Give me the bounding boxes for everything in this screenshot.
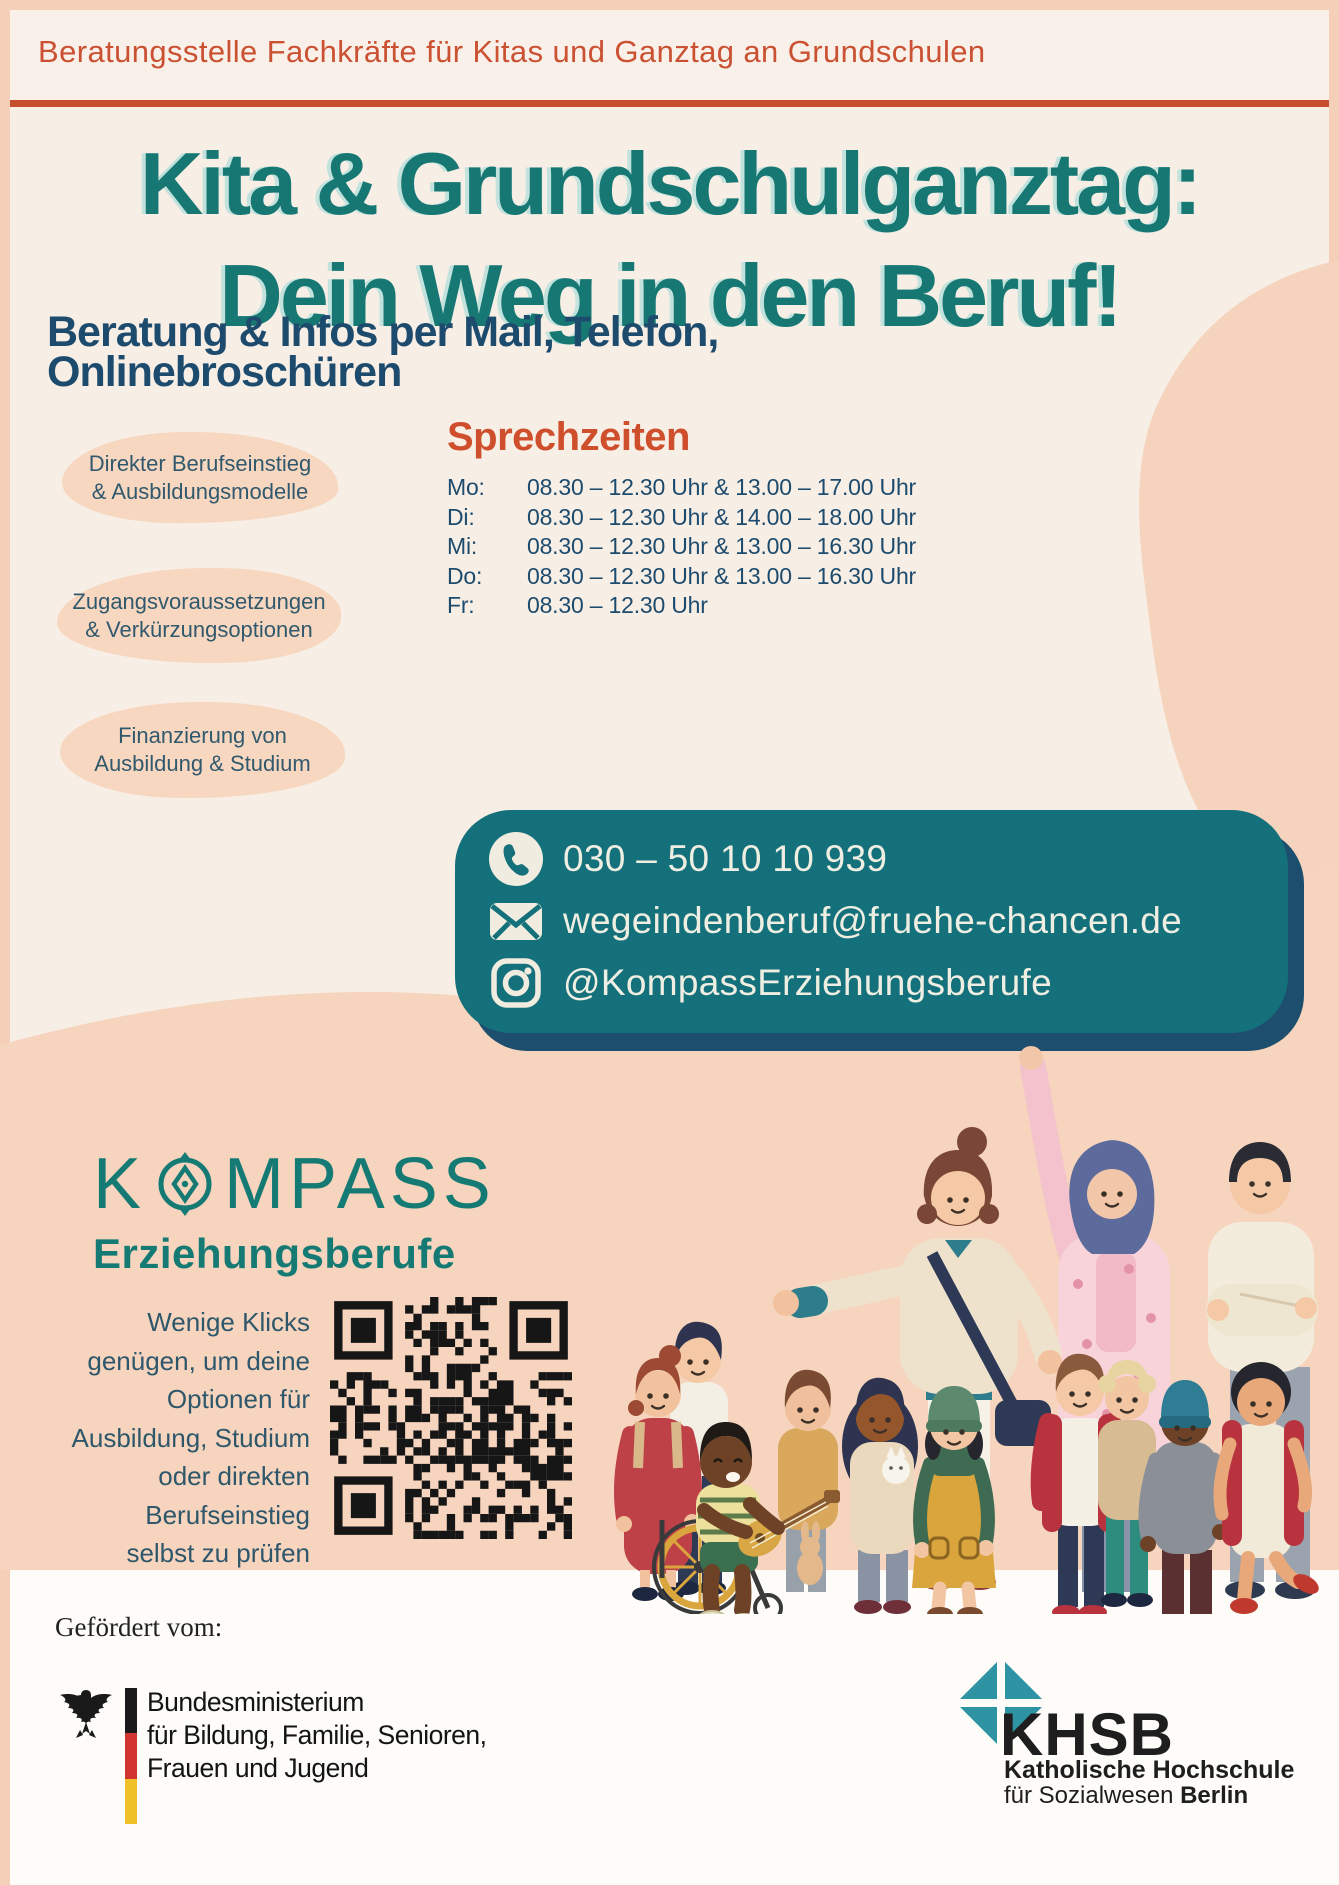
- illustration-child-boy-red-cardigan: [1030, 1353, 1130, 1614]
- instagram-icon: [487, 954, 545, 1012]
- illustration-child-boy-blue-beanie: [1138, 1380, 1232, 1614]
- phone-icon: [487, 830, 545, 888]
- khsb-name-line2-normal: für Sozialwesen: [1004, 1782, 1181, 1809]
- hours-time: 08.30 – 12.30 Uhr & 13.00 – 16.30 Uhr: [527, 562, 916, 589]
- subtitle-line2: Onlinebroschüren: [47, 348, 402, 396]
- hours-time: 08.30 – 12.30 Uhr & 13.00 – 17.00 Uhr: [527, 474, 916, 501]
- topic-pill-line: & Verkürzungsoptionen: [85, 616, 313, 642]
- illustration-child-girl-beanie: [912, 1386, 996, 1614]
- hours-time: 08.30 – 12.30 Uhr & 14.00 – 18.00 Uhr: [527, 503, 916, 530]
- people-illustration: [614, 1046, 1319, 1614]
- contact-instagram: @KompassErziehungsberufe: [563, 962, 1053, 1003]
- peach-blob-right: [1139, 260, 1339, 905]
- topic-pill-line: & Ausbildungsmodelle: [91, 478, 309, 504]
- header-line: Beratungsstelle Fachkräfte für Kitas und…: [38, 34, 986, 69]
- contact-email: wegeindenberuf@fruehe-chancen.de: [563, 900, 1183, 941]
- hours-table: Mo: 08.30 – 12.30 Uhr & 13.00 – 17.00 Uh…: [447, 473, 1007, 621]
- topic-pill-berufseinstieg: Direkter Berufseinstieg & Ausbildungsmod…: [62, 432, 338, 523]
- subtitle: Beratung & Infos per Mail, Telefon, Onli…: [47, 308, 947, 396]
- qr-note-line: Wenige Klicks: [147, 1307, 310, 1337]
- ministry-line: für Bildung, Familie, Senioren,: [147, 1720, 487, 1750]
- hours-row: Fr: 08.30 – 12.30 Uhr: [447, 591, 1007, 621]
- contact-email-row: wegeindenberuf@fruehe-chancen.de: [487, 890, 1288, 952]
- title-line1: Kita & Grundschulganztag:: [139, 134, 1202, 233]
- compass-icon: [152, 1151, 218, 1217]
- subtitle-line1: Beratung & Infos per Mail, Telefon,: [47, 308, 719, 356]
- header-divider: [10, 100, 1329, 107]
- cat-plush-icon: [882, 1446, 910, 1484]
- contact-box: 030 – 50 10 10 939 wegeindenberuf@fruehe…: [455, 810, 1288, 1033]
- flag-stripe-icon: [125, 1688, 137, 1824]
- topic-pill-finanzierung: Finanzierung von Ausbildung & Studium: [60, 702, 345, 798]
- hours-day: Do:: [447, 562, 483, 589]
- hours-row: Mo: 08.30 – 12.30 Uhr & 13.00 – 17.00 Uh…: [447, 473, 1007, 503]
- title-line2: Dein Weg in den Beruf!: [219, 246, 1122, 345]
- kompass-logo: K MPASS: [93, 1143, 496, 1225]
- topic-pill-line: Zugangsvoraussetzungen: [72, 588, 326, 614]
- ministry-line: Bundesministerium: [147, 1687, 364, 1717]
- topic-pill-line: Direkter Berufseinstieg: [88, 450, 312, 476]
- qr-note-line: genügen, um deine: [87, 1345, 310, 1376]
- qr-note-line: oder direkten: [158, 1461, 310, 1491]
- qr-note-line: Berufseinstieg: [145, 1499, 310, 1530]
- hours-row: Di: 08.30 – 12.30 Uhr & 14.00 – 18.00 Uh…: [447, 503, 1007, 533]
- hours-day: Mi:: [447, 533, 478, 560]
- hours-row: Mi: 08.30 – 12.30 Uhr & 13.00 – 16.30 Uh…: [447, 532, 1007, 562]
- qr-note-line: selbst zu prüfen: [126, 1538, 310, 1568]
- ministry-logo-text: Bundesministerium für Bildung, Familie, …: [147, 1686, 487, 1785]
- khsb-acronym: KHSB: [1000, 1701, 1175, 1768]
- kompass-logo-k: K: [93, 1144, 147, 1224]
- khsb-name-line1: Katholische Hochschule: [1004, 1756, 1295, 1784]
- federal-eagle-icon: [56, 1686, 116, 1744]
- hours-day: Fr:: [447, 592, 475, 619]
- kompass-logo-sub: Erziehungsberufe: [93, 1230, 456, 1277]
- illustration-child-girl-cat: [842, 1377, 918, 1614]
- qr-note-line: Ausbildung, Studium: [71, 1422, 310, 1453]
- khsb-name-line2-bold: Berlin: [1180, 1782, 1249, 1809]
- qr-code: [330, 1297, 572, 1539]
- page-title: Kita & Grundschulganztag: Dein Weg in de…: [0, 128, 1339, 352]
- funded-by-label: Gefördert vom:: [55, 1612, 223, 1642]
- top-band: [10, 10, 1329, 100]
- qr-note: Wenige Klicks genügen, um deine Optionen…: [58, 1303, 310, 1573]
- hours-day: Di:: [447, 503, 475, 530]
- illustration-child-wheelchair: [652, 1422, 840, 1614]
- topic-pill-line: Ausbildung & Studium: [94, 751, 311, 776]
- hours-time: 08.30 – 12.30 Uhr: [527, 592, 708, 619]
- khsb-name-line2: für Sozialwesen Berlin: [1004, 1782, 1248, 1810]
- topic-pill-zugangsvoraussetzungen: Zugangsvoraussetzungen & Verkürzungsopti…: [57, 568, 341, 663]
- contact-phone-row: 030 – 50 10 10 939: [487, 828, 1288, 890]
- illustration-child-girl-red-vest: [1213, 1362, 1319, 1614]
- ministry-line: Frauen und Jugend: [147, 1753, 369, 1783]
- khsb-diamond-icon: [960, 1662, 1042, 1744]
- qr-note-line: Optionen für: [166, 1384, 310, 1414]
- footer-band: [10, 1570, 1339, 1885]
- hours-time: 08.30 – 12.30 Uhr & 13.00 – 16.30 Uhr: [527, 533, 916, 560]
- contact-phone: 030 – 50 10 10 939: [563, 838, 888, 879]
- mail-icon: [487, 892, 545, 950]
- hours-day: Mo:: [447, 474, 485, 501]
- hours-heading: Sprechzeiten: [447, 415, 690, 459]
- contact-instagram-row: @KompassErziehungsberufe: [487, 952, 1288, 1014]
- hours-row: Do: 08.30 – 12.30 Uhr & 13.00 – 16.30 Uh…: [447, 562, 1007, 592]
- topic-pill-line: Finanzierung von: [118, 723, 287, 748]
- bunny-plush-icon: [797, 1521, 823, 1585]
- kompass-logo-rest: MPASS: [224, 1144, 496, 1224]
